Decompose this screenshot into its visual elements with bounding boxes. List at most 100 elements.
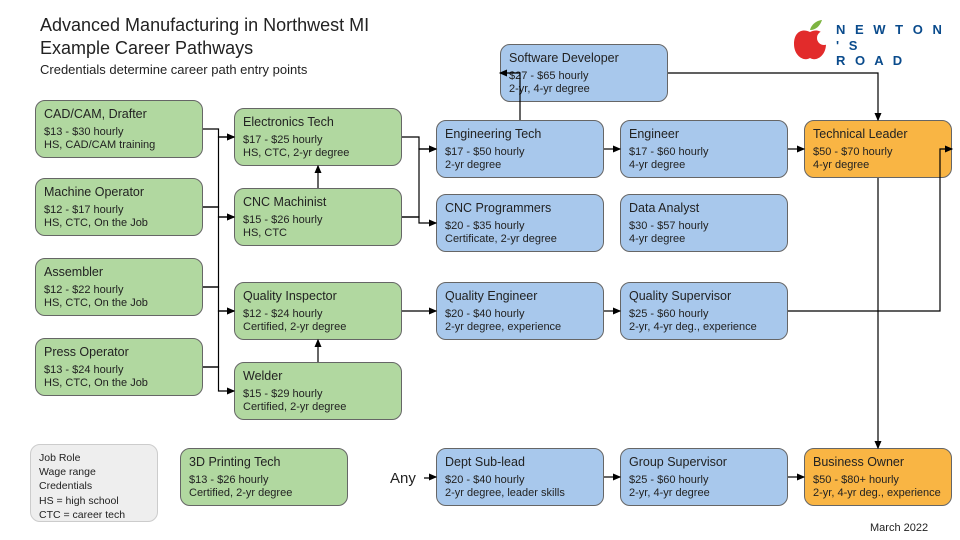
node-title: Dept Sub-lead — [445, 455, 595, 471]
career-node-etech: Electronics Tech $17 - $25 hourlyHS, CTC,… — [234, 108, 402, 166]
legend-line: Credentials — [39, 479, 149, 493]
node-cred: Certified, 2-yr degree — [189, 487, 339, 501]
edge — [668, 73, 878, 120]
node-cred: HS, CTC, 2-yr degree — [243, 147, 393, 161]
node-title: Technical Leader — [813, 127, 943, 143]
logo-text: N E W T O N ' SR O A D — [836, 22, 950, 69]
node-cred: 4-yr degree — [629, 233, 779, 247]
node-cred: Certified, 2-yr degree — [243, 321, 393, 335]
node-wage: $20 - $35 hourly — [445, 220, 595, 234]
title-line1: Advanced Manufacturing in Northwest MI — [40, 14, 369, 37]
node-wage: $17 - $60 hourly — [629, 146, 779, 160]
any-label: Any — [390, 470, 416, 487]
edge — [424, 477, 436, 478]
edge — [203, 129, 234, 137]
node-title: Quality Engineer — [445, 289, 595, 305]
career-node-press: Press Operator $13 - $24 hourlyHS, CTC, O… — [35, 338, 203, 396]
career-node-qe: Quality Engineer $20 - $40 hourly2-yr deg… — [436, 282, 604, 340]
node-cred: HS, CTC, On the Job — [44, 217, 194, 231]
node-wage: $30 - $57 hourly — [629, 220, 779, 234]
node-wage: $20 - $40 hourly — [445, 308, 595, 322]
apple-icon — [790, 18, 830, 64]
edge — [203, 217, 234, 287]
node-wage: $12 - $24 hourly — [243, 308, 393, 322]
career-node-gs: Group Supervisor$25 - $60 hourly2-yr, 4-… — [620, 448, 788, 506]
node-wage: $13 - $30 hourly — [44, 126, 194, 140]
page-title: Advanced Manufacturing in Northwest MIEx… — [40, 14, 369, 59]
career-node-cncprog: CNC Programmers $20 - $35 hourlyCertifica… — [436, 194, 604, 252]
career-node-cnc: CNC Machinist $15 - $26 hourlyHS, CTC — [234, 188, 402, 246]
node-title: Quality Supervisor — [629, 289, 779, 305]
node-cred: HS, CAD/CAM training — [44, 139, 194, 153]
node-wage: $13 - $26 hourly — [189, 474, 339, 488]
node-title: Quality Inspector — [243, 289, 393, 305]
career-node-swdev: Software Developer$27 - $65 hourly2-yr, … — [500, 44, 668, 102]
node-cred: HS, CTC, On the Job — [44, 377, 194, 391]
page-subtitle: Credentials determine career path entry … — [40, 62, 307, 77]
node-cred: 2-yr degree, leader skills — [445, 487, 595, 501]
node-wage: $25 - $60 hourly — [629, 308, 779, 322]
node-wage: $15 - $29 hourly — [243, 388, 393, 402]
node-cred: HS, CTC, On the Job — [44, 297, 194, 311]
node-title: Group Supervisor — [629, 455, 779, 471]
node-cred: HS, CTC — [243, 227, 393, 241]
node-title: 3D Printing Tech — [189, 455, 339, 471]
legend-line: HS = high school — [39, 494, 149, 508]
node-wage: $50 - $80+ hourly — [813, 474, 943, 488]
career-node-bo: Business Owner$50 - $80+ hourly2-yr, 4-y… — [804, 448, 952, 506]
node-cred: Certified, 2-yr degree — [243, 401, 393, 415]
node-wage: $13 - $24 hourly — [44, 364, 194, 378]
node-wage: $27 - $65 hourly — [509, 70, 659, 84]
node-title: Press Operator — [44, 345, 194, 361]
edge — [203, 287, 234, 311]
career-node-tl: Technical Leader $50 - $70 hourly4-yr deg… — [804, 120, 952, 178]
career-node-machop: Machine Operator$12 - $17 hourlyHS, CTC,… — [35, 178, 203, 236]
node-cred: 2-yr degree — [445, 159, 595, 173]
legend-line: CTC = career tech — [39, 508, 149, 522]
career-node-assem: Assembler $12 - $22 hourlyHS, CTC, On the… — [35, 258, 203, 316]
node-cred: 4-yr degree — [629, 159, 779, 173]
legend-line: Job Role — [39, 451, 149, 465]
legend-box: Job RoleWage rangeCredentialsHS = high s… — [30, 444, 158, 522]
node-cred: Certificate, 2-yr degree — [445, 233, 595, 247]
edge — [203, 137, 234, 207]
edge — [203, 311, 234, 367]
edge — [402, 149, 436, 217]
logo: N E W T O N ' SR O A D — [790, 18, 950, 68]
career-node-da: Data Analyst $30 - $57 hourly4-yr degree — [620, 194, 788, 252]
career-node-engtech: Engineering Tech$17 - $50 hourly2-yr deg… — [436, 120, 604, 178]
career-node-eng: Engineer$17 - $60 hourly4-yr degree — [620, 120, 788, 178]
node-cred: 4-yr degree — [813, 159, 943, 173]
node-cred: 2-yr degree, experience — [445, 321, 595, 335]
node-title: Business Owner — [813, 455, 943, 471]
node-wage: $25 - $60 hourly — [629, 474, 779, 488]
career-node-dsl: Dept Sub-lead $20 - $40 hourly2-yr degree… — [436, 448, 604, 506]
date-label: March 2022 — [870, 522, 928, 534]
node-title: Data Analyst — [629, 201, 779, 217]
node-wage: $17 - $25 hourly — [243, 134, 393, 148]
career-node-welder: Welder$15 - $29 hourlyCertified, 2-yr de… — [234, 362, 402, 420]
node-wage: $50 - $70 hourly — [813, 146, 943, 160]
node-wage: $12 - $22 hourly — [44, 284, 194, 298]
node-title: Electronics Tech — [243, 115, 393, 131]
node-cred: 2-yr, 4-yr degree — [509, 83, 659, 97]
node-title: CNC Programmers — [445, 201, 595, 217]
title-line2: Example Career Pathways — [40, 37, 369, 60]
edge — [402, 217, 436, 223]
career-node-qs: Quality Supervisor $25 - $60 hourly2-yr, … — [620, 282, 788, 340]
node-title: Assembler — [44, 265, 194, 281]
edge — [402, 137, 436, 149]
edge — [203, 367, 234, 391]
legend-line: Wage range — [39, 465, 149, 479]
node-wage: $17 - $50 hourly — [445, 146, 595, 160]
node-wage: $20 - $40 hourly — [445, 474, 595, 488]
node-title: Machine Operator — [44, 185, 194, 201]
node-cred: 2-yr, 4-yr deg., experience — [629, 321, 779, 335]
node-title: CNC Machinist — [243, 195, 393, 211]
career-node-qi: Quality Inspector $12 - $24 hourlyCertifi… — [234, 282, 402, 340]
node-title: CAD/CAM, Drafter — [44, 107, 194, 123]
node-wage: $15 - $26 hourly — [243, 214, 393, 228]
edge — [203, 207, 234, 217]
career-node-3dp: 3D Printing Tech $13 - $26 hourlyCertifie… — [180, 448, 348, 506]
career-node-cad: CAD/CAM, Drafter $13 - $30 hourlyHS, CAD/… — [35, 100, 203, 158]
